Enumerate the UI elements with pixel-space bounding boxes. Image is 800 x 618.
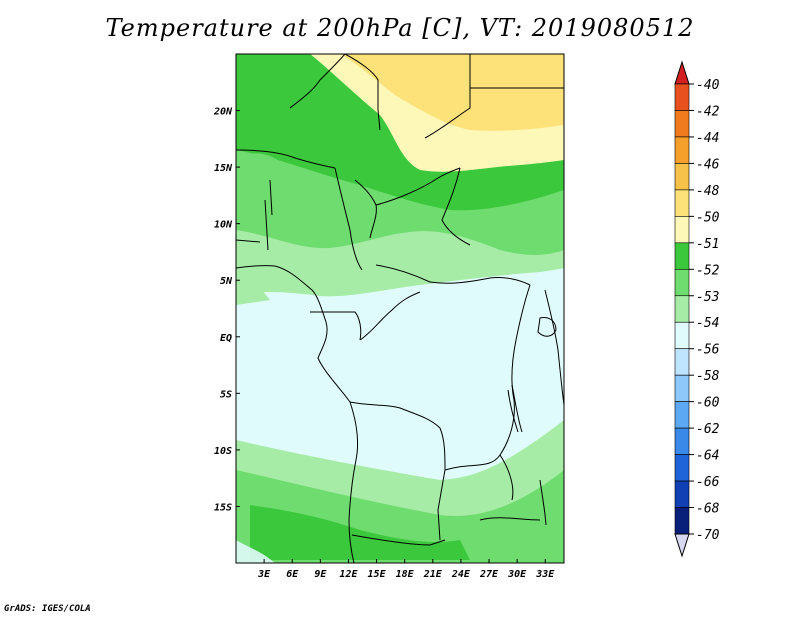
- lat-tick-label: 20N: [213, 107, 233, 118]
- lat-tick-label: 5S: [220, 389, 232, 400]
- colorbar-triangle-bottom: [674, 533, 690, 558]
- border-zambia: [444, 454, 514, 501]
- colorbar-segment: [674, 216, 690, 244]
- border-sahel-west: [236, 54, 346, 169]
- lon-tick-label: 33E: [535, 569, 555, 580]
- colorbar-triangle-top: [674, 60, 690, 85]
- colorbar-segment: [674, 83, 690, 111]
- colorbar-segment: [674, 110, 690, 138]
- lake-victoria: [537, 317, 557, 337]
- colorbar-segment: [674, 480, 690, 508]
- colorbar-label: -42: [696, 104, 720, 119]
- border-south: [351, 517, 541, 546]
- colorbar-label: -48: [696, 184, 720, 199]
- map-borders: [236, 54, 564, 563]
- border-chad-sudan: [441, 167, 471, 246]
- colorbar-segment: [674, 427, 690, 455]
- colorbar-label: -54: [696, 316, 719, 331]
- lon-tick-label: 15E: [368, 569, 387, 580]
- border-east-africa: [544, 289, 564, 406]
- colorbar-segment: [674, 136, 690, 164]
- colorbar-label: -60: [696, 396, 720, 411]
- lon-tick-label: 3E: [257, 569, 271, 580]
- colorbar-segment: [674, 374, 690, 402]
- border-congo-drc: [359, 291, 421, 341]
- lon-tick-label: 27E: [479, 569, 499, 580]
- colorbar-label: -40: [696, 78, 720, 93]
- lat-tick-label: 10S: [214, 446, 232, 457]
- lon-tick-label: 18E: [396, 569, 415, 580]
- colorbar-segment: [674, 268, 690, 297]
- colorbar-segment: [674, 163, 690, 191]
- colorbar-segment: [674, 348, 690, 376]
- colorbar-label: -68: [696, 502, 720, 517]
- field-region-54-southwest: [236, 540, 275, 563]
- lat-tick-label: 5N: [220, 276, 233, 287]
- lake-malawi: [539, 479, 547, 526]
- colorbar-segment: [674, 242, 690, 270]
- map-frame: [235, 53, 565, 564]
- map-title: Temperature at 200hPa [C], VT: 201908051…: [105, 14, 695, 42]
- border-ghana-togo: [236, 179, 273, 243]
- colorbar-label: -56: [696, 343, 720, 358]
- field-region-51-south: [250, 505, 470, 560]
- colorbar-label: -50: [696, 210, 720, 225]
- lon-tick-label: 9E: [314, 569, 327, 580]
- coastline-west-africa: [236, 265, 359, 563]
- grads-credit: GrADS: IGES/COLA: [4, 604, 91, 614]
- colorbar-label: -52: [696, 263, 720, 278]
- colorbar-label: -44: [696, 131, 719, 146]
- colorbar-label: -66: [696, 475, 720, 490]
- lon-tick-label: 21E: [423, 569, 443, 580]
- lat-tick-label: EQ: [220, 333, 232, 344]
- border-drc-east: [499, 284, 531, 456]
- lon-tick-label: 24E: [451, 569, 471, 580]
- colorbar-segment: [674, 295, 690, 323]
- lon-tick-label: 6E: [286, 569, 299, 580]
- latitude-axis: 20N 15N 10N 5N EQ 5S 10S 15S: [213, 107, 240, 513]
- colorbar-segment: [674, 507, 690, 535]
- colorbar-segment: [674, 321, 690, 350]
- colorbar-label: -64: [696, 449, 719, 464]
- lat-tick-label: 10N: [214, 220, 233, 231]
- border-angola: [349, 401, 446, 541]
- border-libya-chad: [344, 54, 471, 139]
- lon-tick-label: 12E: [339, 569, 358, 580]
- colorbar-segment: [674, 454, 690, 482]
- field-region-52-embedded: [236, 153, 293, 195]
- field-region-53-westcoast: [236, 260, 270, 305]
- temperature-field: [236, 54, 564, 563]
- lat-tick-label: 15N: [214, 163, 233, 174]
- colorbar-label: -53: [696, 290, 719, 305]
- colorbar: -40 -42 -44 -46 -48 -50 -51 -52 -53 -54 -56 -58 -60 -…: [674, 60, 720, 558]
- colorbar-segment: [674, 401, 690, 429]
- colorbar-label: -46: [696, 157, 720, 172]
- colorbar-label: -58: [696, 369, 720, 384]
- border-lake-chad-region: [354, 167, 461, 239]
- border-car-drc: [375, 264, 531, 286]
- colorbar-label: -62: [696, 422, 720, 437]
- lake-tanganyika: [507, 384, 523, 433]
- colorbar-label: -70: [696, 528, 720, 543]
- lon-tick-label: 30E: [507, 569, 527, 580]
- field-region-51-northwest: [236, 54, 290, 100]
- colorbar-segment: [674, 189, 690, 217]
- border-nigeria: [264, 167, 363, 271]
- lat-tick-label: 15S: [214, 502, 232, 513]
- border-cameroon-gabon: [309, 311, 362, 341]
- field-region-48-north: [340, 54, 564, 131]
- longitude-axis: 3E 6E 9E 12E 15E 18E 21E 24E 27E 30E 33E: [257, 559, 555, 580]
- colorbar-label: -51: [696, 237, 719, 252]
